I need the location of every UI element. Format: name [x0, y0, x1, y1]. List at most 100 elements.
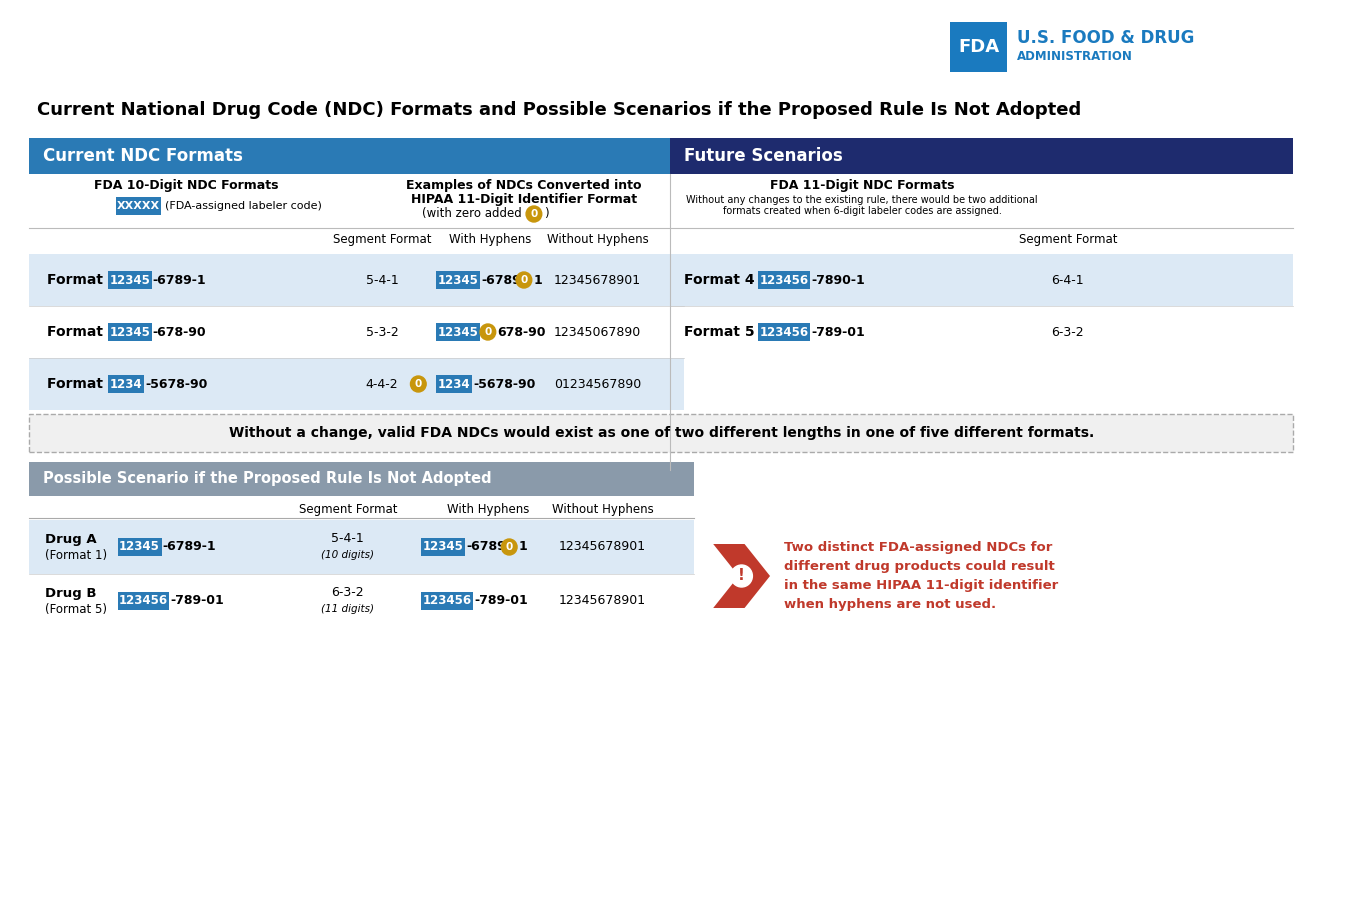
Text: Without any changes to the existing rule, there would be two additional: Without any changes to the existing rule… [686, 195, 1038, 205]
FancyBboxPatch shape [108, 271, 151, 289]
Text: Drug B: Drug B [45, 587, 97, 599]
Text: 1234: 1234 [109, 377, 142, 391]
Text: Format 2: Format 2 [47, 325, 117, 339]
Text: Without Hyphens: Without Hyphens [552, 503, 653, 517]
Polygon shape [713, 544, 770, 608]
Text: 5-4-1: 5-4-1 [331, 533, 364, 545]
Text: formats created when 6-digit labeler codes are assigned.: formats created when 6-digit labeler cod… [722, 206, 1002, 216]
Text: 01234567890: 01234567890 [554, 377, 641, 391]
Text: (11 digits): (11 digits) [321, 604, 374, 614]
Text: FDA: FDA [958, 38, 999, 56]
FancyBboxPatch shape [30, 358, 684, 410]
Text: Segment Format: Segment Format [1019, 233, 1116, 247]
Text: Examples of NDCs Converted into: Examples of NDCs Converted into [406, 179, 641, 193]
Text: 0: 0 [414, 379, 423, 389]
FancyBboxPatch shape [30, 306, 684, 358]
FancyBboxPatch shape [116, 197, 161, 215]
Circle shape [730, 565, 752, 587]
Text: 6-3-2: 6-3-2 [332, 587, 365, 599]
FancyBboxPatch shape [30, 520, 694, 574]
FancyBboxPatch shape [950, 22, 1007, 72]
Text: 12345: 12345 [109, 274, 150, 286]
FancyBboxPatch shape [421, 538, 466, 556]
Text: Future Scenarios: Future Scenarios [684, 147, 842, 165]
Text: Current NDC Formats: Current NDC Formats [43, 147, 243, 165]
Text: Without Hyphens: Without Hyphens [547, 233, 648, 247]
Text: 6-3-2: 6-3-2 [1052, 326, 1084, 338]
FancyBboxPatch shape [30, 414, 1293, 452]
Circle shape [526, 206, 541, 222]
Text: -789-01: -789-01 [474, 595, 528, 608]
Text: -789-01: -789-01 [170, 595, 224, 608]
Text: 6-4-1: 6-4-1 [1052, 274, 1084, 286]
Text: 5-3-2: 5-3-2 [366, 326, 398, 338]
Text: FDA 11-Digit NDC Formats: FDA 11-Digit NDC Formats [769, 179, 954, 193]
Text: U.S. FOOD & DRUG: U.S. FOOD & DRUG [1017, 29, 1195, 47]
Text: With Hyphens: With Hyphens [448, 233, 531, 247]
FancyBboxPatch shape [30, 462, 694, 496]
Text: Possible Scenario if the Proposed Rule Is Not Adopted: Possible Scenario if the Proposed Rule I… [43, 472, 491, 487]
Text: XXXXX: XXXXX [116, 201, 159, 211]
Text: -6789-1: -6789-1 [162, 541, 216, 554]
FancyBboxPatch shape [759, 323, 810, 341]
Text: -6789-: -6789- [481, 274, 526, 286]
Text: With Hyphens: With Hyphens [447, 503, 529, 517]
FancyBboxPatch shape [670, 174, 1293, 254]
Text: Segment Format: Segment Format [298, 503, 397, 517]
Text: (with zero added: (with zero added [423, 208, 522, 220]
Text: ): ) [544, 208, 548, 220]
FancyBboxPatch shape [30, 254, 684, 306]
Text: !: ! [738, 569, 745, 583]
Text: -5678-90: -5678-90 [474, 377, 536, 391]
Text: 12345678901: 12345678901 [559, 541, 647, 554]
Text: 123456: 123456 [760, 326, 809, 338]
Text: 0: 0 [485, 327, 491, 337]
FancyBboxPatch shape [670, 306, 1293, 358]
Text: 4-4-2: 4-4-2 [366, 377, 398, 391]
Text: 12345: 12345 [437, 274, 478, 286]
Text: Format 4: Format 4 [684, 273, 755, 287]
Circle shape [516, 272, 532, 288]
FancyBboxPatch shape [436, 375, 472, 393]
FancyBboxPatch shape [30, 174, 684, 254]
FancyBboxPatch shape [108, 323, 151, 341]
Text: -6789-1: -6789-1 [153, 274, 207, 286]
Text: 12345: 12345 [109, 326, 150, 338]
Text: HIPAA 11-Digit Identifier Format: HIPAA 11-Digit Identifier Format [410, 194, 637, 206]
Text: 1: 1 [533, 274, 543, 286]
Text: Drug A: Drug A [45, 533, 97, 545]
Text: 123456: 123456 [119, 595, 167, 608]
FancyBboxPatch shape [117, 592, 169, 610]
Text: Two distinct FDA-assigned NDCs for
different drug products could result
in the s: Two distinct FDA-assigned NDCs for diffe… [784, 541, 1058, 611]
Text: (Format 1): (Format 1) [45, 548, 107, 562]
FancyBboxPatch shape [108, 375, 144, 393]
Circle shape [501, 539, 517, 555]
Text: Segment Format: Segment Format [333, 233, 431, 247]
Text: 1234: 1234 [437, 377, 471, 391]
Text: FDA 10-Digit NDC Formats: FDA 10-Digit NDC Formats [95, 179, 278, 193]
Text: 12345067890: 12345067890 [554, 326, 641, 338]
Text: -678-90: -678-90 [153, 326, 207, 338]
FancyBboxPatch shape [670, 138, 1293, 174]
Text: 12345: 12345 [437, 326, 478, 338]
Text: ADMINISTRATION: ADMINISTRATION [1017, 50, 1133, 62]
Text: Format 1: Format 1 [47, 273, 117, 287]
FancyBboxPatch shape [759, 271, 810, 289]
Circle shape [481, 324, 495, 340]
Text: -789-01: -789-01 [811, 326, 865, 338]
Text: Current National Drug Code (NDC) Formats and Possible Scenarios if the Proposed : Current National Drug Code (NDC) Formats… [38, 101, 1081, 119]
Text: 12345678901: 12345678901 [559, 595, 647, 608]
Text: 123456: 123456 [423, 595, 471, 608]
FancyBboxPatch shape [30, 138, 684, 174]
Text: (Format 5): (Format 5) [45, 602, 107, 616]
Text: 0: 0 [531, 209, 537, 219]
Text: Format 5: Format 5 [684, 325, 755, 339]
Text: 123456: 123456 [760, 274, 809, 286]
Text: 5-4-1: 5-4-1 [366, 274, 398, 286]
Text: 0: 0 [520, 275, 528, 285]
FancyBboxPatch shape [421, 592, 472, 610]
Text: (FDA-assigned labeler code): (FDA-assigned labeler code) [165, 201, 321, 211]
Text: 0: 0 [506, 542, 513, 552]
FancyBboxPatch shape [436, 271, 481, 289]
Text: -5678-90: -5678-90 [146, 377, 208, 391]
